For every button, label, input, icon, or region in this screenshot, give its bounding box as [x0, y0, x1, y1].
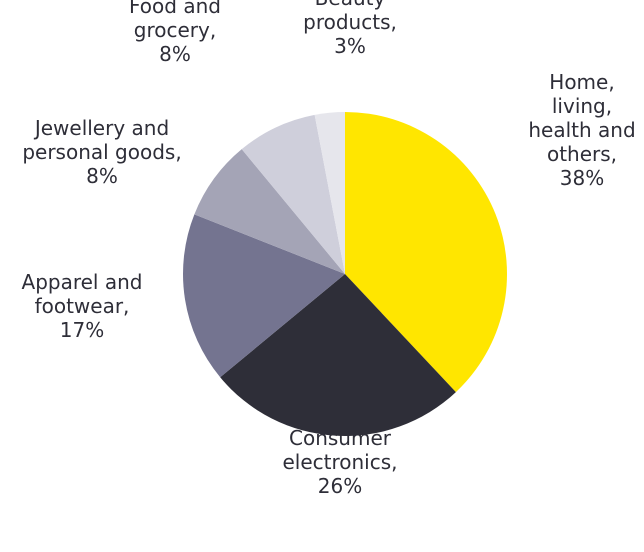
slice-label-line: 26%: [318, 474, 362, 498]
slice-label-line: 3%: [334, 34, 366, 58]
pie-slice-4: [241, 114, 345, 275]
slice-label-line: living,: [552, 94, 612, 118]
pie-slice-1: [220, 274, 456, 436]
slice-label-line: electronics,: [282, 450, 397, 474]
slice-label-line: 8%: [86, 164, 118, 188]
slice-label-5: Beautyproducts,3%: [303, 0, 397, 58]
slice-label-line: Beauty: [315, 0, 386, 10]
slice-label-line: Jewellery and: [33, 116, 169, 140]
slice-label-line: others,: [547, 142, 617, 166]
slice-label-line: Food and: [129, 0, 221, 18]
slice-label-line: Consumer: [289, 426, 392, 450]
pie-slice-3: [194, 149, 345, 274]
slice-label-line: personal goods,: [22, 140, 181, 164]
slice-label-line: footwear,: [35, 294, 130, 318]
slice-label-line: 8%: [159, 42, 191, 66]
slice-label-line: Apparel and: [22, 270, 143, 294]
slice-label-line: 17%: [60, 318, 104, 342]
slice-label-line: health and: [528, 118, 635, 142]
slice-label-line: Home,: [549, 70, 614, 94]
slice-label-line: grocery,: [134, 18, 216, 42]
pie-slice-2: [183, 214, 345, 378]
pie-slice-0: [345, 112, 508, 393]
pie-slice-5: [314, 112, 345, 274]
slice-label-line: 38%: [560, 166, 604, 190]
pie-slices: [183, 112, 508, 436]
slice-label-line: products,: [303, 10, 397, 34]
